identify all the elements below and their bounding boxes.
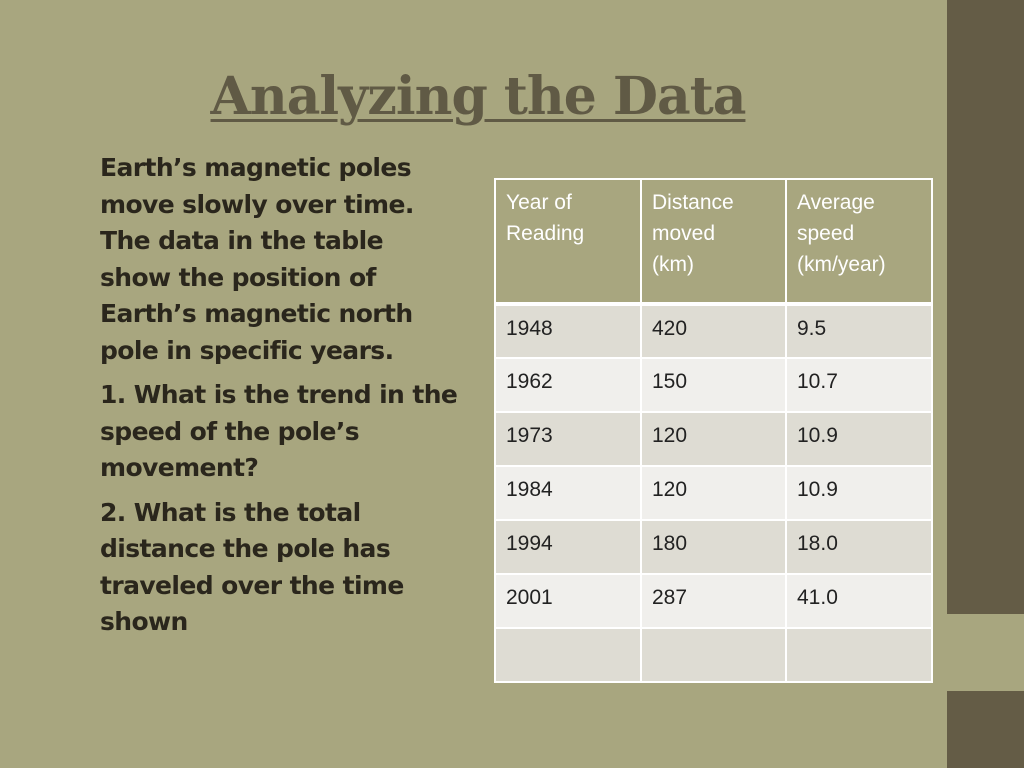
table-row: 2001 287 41.0 [494,573,933,629]
cell-speed: 10.9 [785,465,933,521]
cell-speed [785,627,933,683]
header-speed-line-3: (km/year) [797,253,886,276]
table-row: 1984 120 10.9 [494,465,933,521]
cell-speed: 18.0 [785,519,933,575]
cell-speed: 41.0 [785,573,933,629]
side-decor-block [947,614,1024,691]
header-speed-line-1: Average [797,191,875,214]
header-distance-line-1: Distance [652,191,734,214]
table-header-row: Year of Reading Distance moved (km) Aver… [494,178,933,306]
cell-distance: 287 [640,573,787,629]
header-speed: Average speed (km/year) [785,178,933,306]
question-1: 1. What is the trend in the speed of the… [100,380,458,482]
table-row: 1973 120 10.9 [494,411,933,467]
intro-paragraph: Earth’s magnetic poles move slowly over … [100,153,414,365]
cell-year: 1984 [494,465,642,521]
cell-speed: 10.9 [785,411,933,467]
cell-distance: 120 [640,411,787,467]
slide-body: Earth’s magnetic poles move slowly over … [100,150,460,649]
header-distance-line-3: (km) [652,253,694,276]
pole-data-table: Year of Reading Distance moved (km) Aver… [494,178,933,683]
cell-year [494,627,642,683]
header-speed-line-2: speed [797,222,855,245]
header-year-line-2: Reading [506,222,585,245]
table-row-empty [494,627,933,683]
cell-year: 1948 [494,303,642,359]
slide-title: Analyzing the Data [210,66,747,127]
cell-distance [640,627,787,683]
question-2: 2. What is the total distance the pole h… [100,497,404,637]
cell-distance: 420 [640,303,787,359]
cell-distance: 180 [640,519,787,575]
cell-year: 1962 [494,357,642,413]
header-year-line-1: Year of [506,191,572,214]
header-distance: Distance moved (km) [640,178,787,306]
cell-distance: 150 [640,357,787,413]
table-row: 1962 150 10.7 [494,357,933,413]
cell-year: 2001 [494,573,642,629]
cell-year: 1994 [494,519,642,575]
cell-distance: 120 [640,465,787,521]
header-distance-line-2: moved [652,222,716,245]
table-row: 1994 180 18.0 [494,519,933,575]
table-row: 1948 420 9.5 [494,303,933,359]
cell-speed: 10.7 [785,357,933,413]
cell-speed: 9.5 [785,303,933,359]
header-year: Year of Reading [494,178,642,306]
cell-year: 1973 [494,411,642,467]
